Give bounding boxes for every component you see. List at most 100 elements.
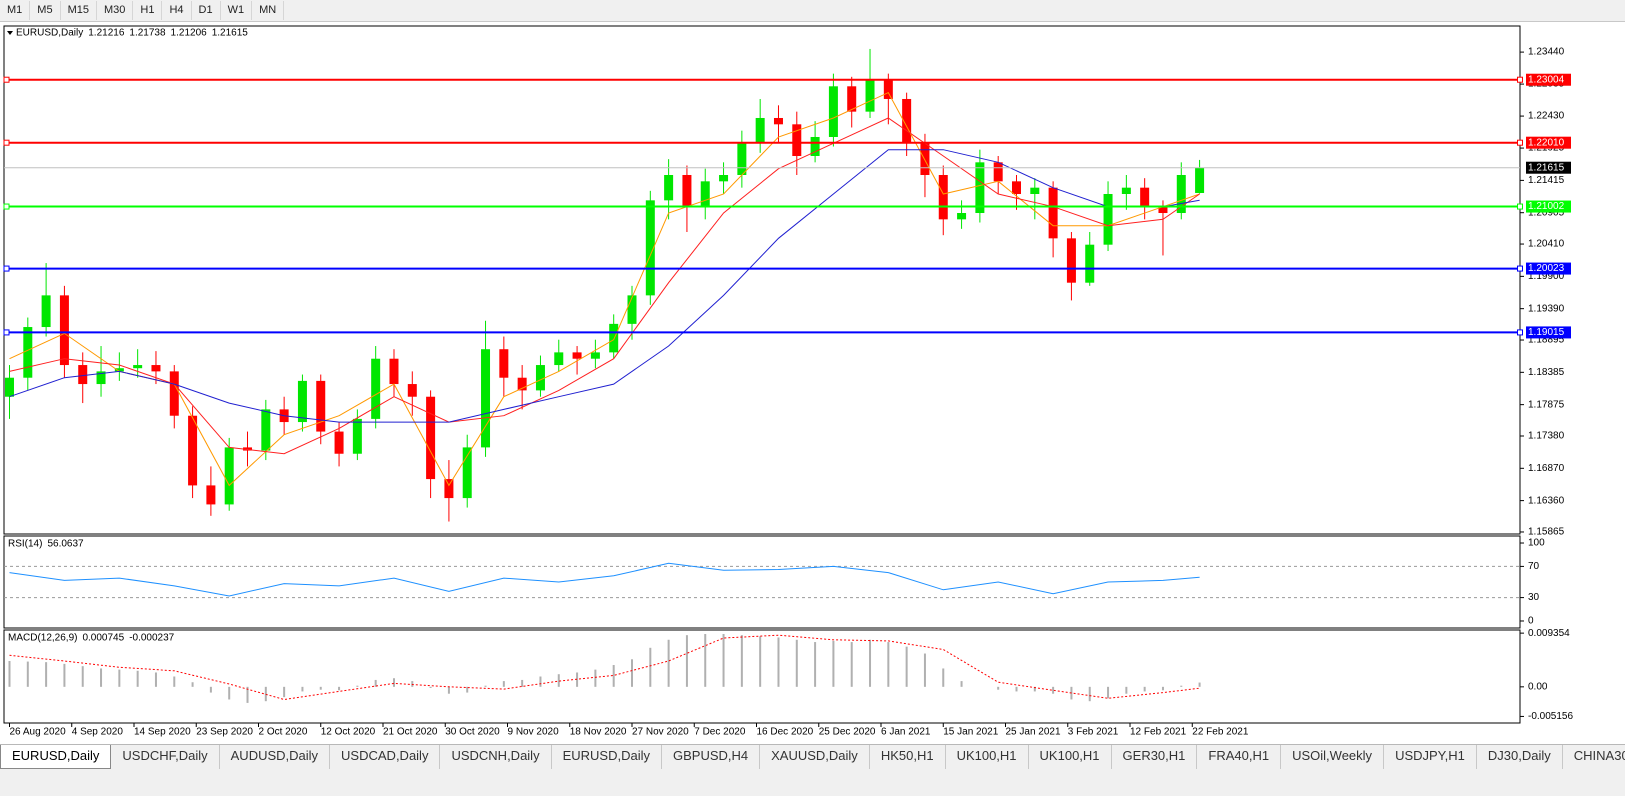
x-tick-label: 7 Dec 2020 [694, 727, 746, 738]
candle-body [1121, 187, 1131, 195]
x-tick-label: 3 Feb 2021 [1068, 727, 1119, 738]
macd-bar [923, 653, 926, 687]
timeframe-button[interactable]: H1 [133, 1, 163, 20]
moving-average-line [9, 91, 1200, 487]
chart-tab[interactable]: CHINA300,H1 [1563, 745, 1625, 769]
macd-bar [1180, 685, 1183, 687]
macd-bar [704, 634, 707, 687]
level-label: 1.21002 [1528, 201, 1565, 212]
chart-tab[interactable]: GER30,H1 [1112, 745, 1198, 769]
timeframe-button[interactable]: MN [252, 1, 285, 20]
moving-average-line [9, 149, 1200, 423]
candle-body [1158, 206, 1168, 214]
indicator-value: 56.0637 [47, 539, 84, 550]
level-label-box [1526, 136, 1571, 149]
indicator-title: RSI(14) [8, 539, 42, 550]
x-tick-label: 23 Sep 2020 [196, 727, 253, 738]
chart-tab[interactable]: USDCNH,Daily [440, 745, 552, 769]
candle-body [334, 431, 344, 454]
macd-bar [45, 662, 48, 687]
chart-tab[interactable]: AUDUSD,Daily [220, 745, 331, 769]
price-label: 1.21615 [1528, 162, 1565, 173]
candle-body [206, 485, 216, 505]
candle-body [1176, 174, 1186, 214]
timeframe-button[interactable]: M15 [61, 1, 97, 20]
level-label-box [1526, 326, 1571, 339]
chart-tab[interactable]: GBPUSD,H4 [662, 745, 761, 769]
macd-bar [759, 636, 762, 687]
timeframe-button[interactable]: H4 [162, 1, 192, 20]
y-tick-label: 1.18895 [1528, 335, 1565, 346]
chart-tab[interactable]: USOil,Weekly [1281, 745, 1385, 769]
x-tick-label: 25 Dec 2020 [819, 727, 876, 738]
level-handle [1517, 329, 1523, 336]
macd-bar [1161, 686, 1164, 691]
candle-body [96, 371, 106, 385]
macd-bar [832, 640, 835, 687]
candle-body [41, 295, 51, 328]
candle-body [1195, 167, 1205, 193]
timeframe-button[interactable]: M30 [97, 1, 134, 20]
macd-bar [557, 674, 560, 687]
candle-body [1140, 187, 1150, 207]
candle-body [847, 86, 857, 112]
macd-bar [319, 686, 322, 690]
macd-bar [411, 681, 414, 687]
chart-tab[interactable]: EURUSD,Daily [552, 745, 662, 769]
chart-tab[interactable]: HK50,H1 [870, 745, 946, 769]
chart-tab[interactable]: EURUSD,Daily [0, 745, 112, 769]
candle-body [188, 415, 198, 486]
macd-bar [685, 635, 688, 687]
candle-body [957, 213, 967, 220]
y-tick-label: 1.19390 [1528, 303, 1565, 314]
chart-tab[interactable]: FRA40,H1 [1197, 745, 1282, 769]
candle-body [316, 380, 326, 432]
macd-bar [173, 676, 176, 687]
chart-tab[interactable]: UK100,H1 [1029, 745, 1112, 769]
chart-tab[interactable]: USDJPY,H1 [1384, 745, 1477, 769]
candle-body [1103, 194, 1113, 245]
chart-title: 1.21206 [171, 28, 208, 39]
y-tick-label: 1.17875 [1528, 399, 1565, 410]
candle-body [865, 79, 875, 112]
macd-bar [722, 634, 725, 687]
y-tick-label: 0 [1528, 616, 1534, 627]
y-tick-label: 1.23440 [1528, 47, 1565, 58]
candle-body [883, 79, 893, 99]
candle-body [792, 124, 802, 156]
macd-bar [649, 647, 652, 687]
ohlc-value: 1.21216 [88, 28, 125, 39]
chart-tab[interactable]: UK100,H1 [946, 745, 1029, 769]
macd-bar [502, 681, 505, 687]
candle-body [810, 136, 820, 156]
y-tick-label: 70 [1528, 561, 1540, 572]
price-label-box [1526, 161, 1571, 174]
timeframe-button[interactable]: M1 [0, 1, 31, 20]
chart-tab[interactable]: USDCAD,Daily [330, 745, 441, 769]
candle-body [261, 409, 271, 451]
chart-title: 1.21738 [129, 28, 166, 39]
level-handle [3, 329, 10, 336]
x-tick-label: 9 Nov 2020 [508, 727, 560, 738]
chart-title: 1.21615 [212, 28, 249, 39]
candle-body [645, 200, 655, 296]
chart-tab[interactable]: XAUUSD,Daily [760, 745, 870, 769]
timeframe-button[interactable]: W1 [221, 1, 253, 20]
macd-bar [631, 659, 634, 687]
candle-body [719, 174, 729, 182]
chart-tab[interactable]: DJ30,Daily [1477, 745, 1563, 769]
indicator-title: -0.000237 [129, 633, 174, 644]
level-label: 1.23004 [1528, 74, 1565, 85]
macd-bar [246, 686, 249, 703]
candle-body [78, 365, 88, 385]
y-tick-label: 1.20410 [1528, 239, 1565, 250]
timeframe-button[interactable]: M5 [30, 1, 61, 20]
macd-bar [26, 661, 29, 687]
candle-body [1066, 238, 1076, 283]
candle-body [1048, 187, 1058, 239]
chart-tab[interactable]: USDCHF,Daily [111, 745, 220, 769]
candle-body [609, 323, 619, 353]
y-tick-label: 1.17380 [1528, 431, 1565, 442]
timeframe-button[interactable]: D1 [192, 1, 221, 20]
x-tick-label: 21 Oct 2020 [383, 727, 438, 738]
